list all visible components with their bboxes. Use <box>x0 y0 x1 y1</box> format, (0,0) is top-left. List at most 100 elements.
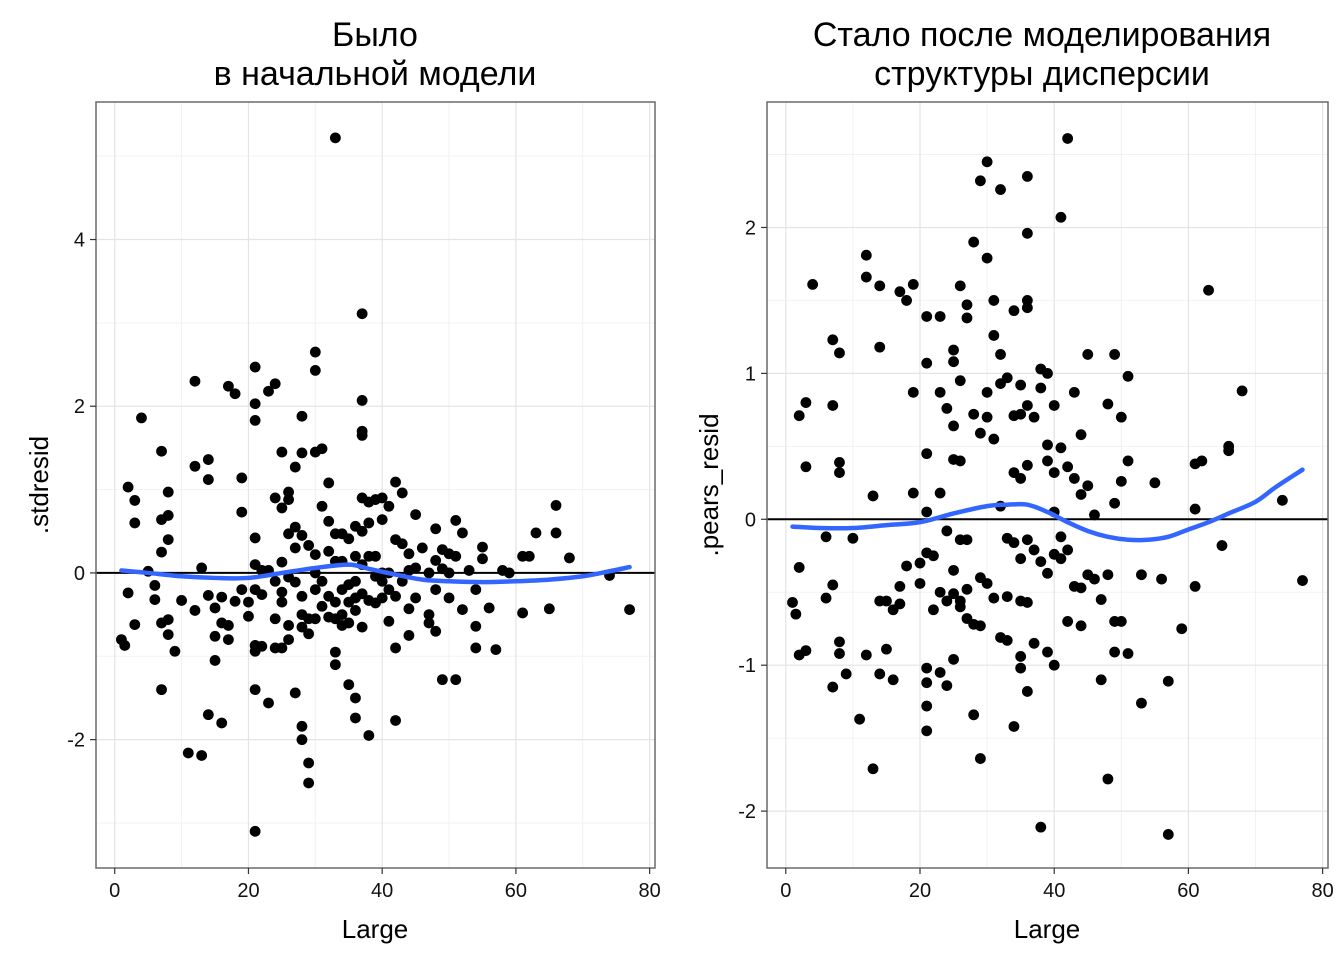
data-point <box>860 271 872 283</box>
data-point <box>948 356 959 368</box>
data-point <box>928 604 939 616</box>
loess-smooth-line <box>790 467 1305 543</box>
data-point <box>1048 467 1060 478</box>
panel-title-line-2: в начальной модели <box>214 55 537 93</box>
y-tick-label: 0 <box>74 563 85 585</box>
panel-variance-model: Стало после моделирования структуры дисп… <box>694 16 1334 944</box>
grid-lines <box>96 102 655 868</box>
data-point <box>867 763 879 775</box>
data-point <box>1102 773 1114 785</box>
data-point <box>296 734 308 746</box>
data-point <box>921 506 933 518</box>
data-point <box>363 517 375 529</box>
data-point <box>229 388 241 400</box>
data-point <box>149 580 161 591</box>
data-point <box>383 584 395 596</box>
data-point <box>1015 553 1027 565</box>
y-axis-ticks: -2 -1 0 1 2 <box>738 217 767 823</box>
data-point <box>988 295 1000 306</box>
data-point <box>296 447 308 459</box>
data-point <box>874 668 886 680</box>
data-point <box>974 175 986 187</box>
data-point <box>1115 475 1127 487</box>
data-point <box>834 467 845 478</box>
data-point <box>1015 651 1027 662</box>
data-point <box>403 603 415 615</box>
data-point <box>941 680 953 692</box>
data-point <box>490 644 502 656</box>
data-point <box>867 490 879 502</box>
data-point <box>961 583 973 595</box>
data-point <box>209 630 221 642</box>
data-point <box>995 184 1006 195</box>
plot-border <box>95 101 656 869</box>
data-point <box>1008 721 1020 732</box>
data-point <box>1055 211 1067 223</box>
data-point <box>981 578 993 589</box>
y-tick-label: -2 <box>738 801 756 823</box>
data-point <box>1176 623 1188 635</box>
data-point <box>1028 637 1040 649</box>
data-point <box>202 590 214 601</box>
x-tick-label: 60 <box>505 880 527 902</box>
data-point <box>974 753 986 764</box>
data-point <box>894 598 906 610</box>
data-point <box>1115 616 1127 627</box>
data-point <box>954 375 966 387</box>
data-point <box>827 400 839 411</box>
data-point <box>316 443 328 455</box>
data-point <box>834 456 845 468</box>
data-point <box>169 645 181 657</box>
data-point <box>430 555 442 566</box>
data-point <box>443 567 455 579</box>
data-point <box>243 610 254 622</box>
data-point <box>390 476 401 488</box>
data-point <box>276 586 288 598</box>
data-point <box>523 550 535 562</box>
data-point <box>1196 455 1208 467</box>
data-point <box>303 628 315 640</box>
data-point <box>289 687 301 699</box>
data-point <box>356 588 368 600</box>
data-point <box>269 613 281 625</box>
x-tick-label: 20 <box>237 880 259 902</box>
data-point <box>403 548 415 560</box>
data-point <box>1001 372 1013 384</box>
data-point <box>921 662 933 674</box>
data-point <box>236 506 248 518</box>
data-point <box>1122 648 1134 659</box>
data-point <box>309 549 321 560</box>
data-point <box>807 278 819 290</box>
data-point <box>202 454 214 465</box>
data-point <box>827 579 839 591</box>
data-point <box>1297 575 1308 586</box>
data-point <box>1055 553 1067 565</box>
data-point <box>1109 349 1121 360</box>
data-point <box>1122 455 1134 467</box>
data-point <box>202 709 214 721</box>
data-point <box>1203 284 1214 296</box>
data-point <box>988 330 1000 341</box>
data-point <box>477 553 488 565</box>
data-point <box>793 562 805 573</box>
data-point <box>376 514 388 525</box>
data-point <box>921 357 933 369</box>
data-point <box>350 712 361 724</box>
plot-border <box>766 101 1329 869</box>
data-point <box>276 502 288 514</box>
data-point <box>296 530 308 541</box>
data-point <box>1136 569 1147 581</box>
data-point <box>921 725 933 737</box>
data-point <box>550 500 562 511</box>
panel-initial-model: Было в начальной модели 0 20 40 60 80 -2024 … <box>24 16 661 944</box>
panel-title-line-1: Было <box>332 16 418 54</box>
data-point <box>1102 569 1114 581</box>
y-axis-label: .stdresid <box>24 436 54 534</box>
data-point <box>269 492 281 504</box>
x-tick-label: 40 <box>1043 880 1065 902</box>
data-point <box>948 564 959 576</box>
data-point <box>995 349 1006 360</box>
data-point <box>189 375 201 387</box>
data-point <box>383 500 395 512</box>
residual-points <box>116 132 635 837</box>
